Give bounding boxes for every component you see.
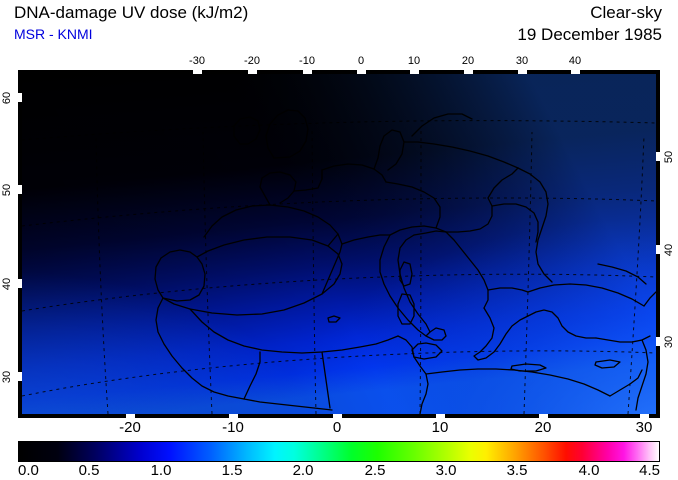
coastline-and-graticule-svg <box>22 109 656 414</box>
bottom-tick-label: -10 <box>222 419 244 436</box>
left-tick-label: 30 <box>1 370 13 384</box>
colorbar-tick-label: 4.5 <box>639 462 660 479</box>
graticule-lines <box>22 120 656 414</box>
sky-condition-label: Clear-sky <box>590 3 662 22</box>
right-tick-label: 30 <box>663 335 675 349</box>
bottom-tick-label: -20 <box>119 419 141 436</box>
top-tick-label: -20 <box>244 55 260 67</box>
heatmap-gradient-svg <box>22 74 656 414</box>
map-vector-overlay <box>22 74 656 414</box>
bottom-tick-label: 0 <box>332 419 342 436</box>
right-tick-label: 50 <box>663 150 675 164</box>
bottom-tick-label: 10 <box>431 419 449 436</box>
data-source-label: MSR - KNMI <box>14 26 93 42</box>
colorbar-tick-labels: 0.0 0.5 1.0 1.5 2.0 2.5 3.0 3.5 4.0 4.5 <box>18 462 660 480</box>
colorbar-gradient <box>18 441 660 462</box>
top-tick-label: 40 <box>568 55 582 67</box>
colorbar-tick-label: 1.0 <box>150 462 172 479</box>
colorbar-gradient-svg <box>19 442 659 461</box>
colorbar-tick-label: 2.5 <box>364 462 386 479</box>
top-tick-label: 0 <box>357 55 365 67</box>
page-title: DNA-damage UV dose (kJ/m2) <box>14 3 249 22</box>
coastline-paths <box>154 109 656 414</box>
left-tick-label: 40 <box>1 277 13 291</box>
top-tick-label: -10 <box>299 55 315 67</box>
colorbar-tick-label: 0.5 <box>78 462 100 479</box>
top-tick-label: 20 <box>461 55 475 67</box>
date-label: 19 December 1985 <box>517 25 662 44</box>
top-tick-label: 10 <box>407 55 421 67</box>
bottom-tick-label: 20 <box>534 419 552 436</box>
colorbar-tick-label: 3.0 <box>435 462 457 479</box>
left-tick-label: 60 <box>1 91 13 105</box>
right-tick-label: 40 <box>663 243 675 257</box>
colorbar-tick-label: 0.0 <box>18 462 39 479</box>
top-tick-label: -30 <box>189 55 205 67</box>
uv-dose-heatmap-field <box>22 74 656 414</box>
map-plot-area <box>18 70 660 418</box>
top-tick-label: 30 <box>515 55 529 67</box>
bottom-tick-label: 30 <box>635 419 653 436</box>
colorbar-tick-label: 3.5 <box>506 462 528 479</box>
left-tick-label: 50 <box>1 183 13 197</box>
colorbar-tick-label: 1.5 <box>221 462 243 479</box>
colorbar <box>18 441 660 462</box>
colorbar-tick-label: 2.0 <box>292 462 314 479</box>
colorbar-tick-label: 4.0 <box>578 462 600 479</box>
